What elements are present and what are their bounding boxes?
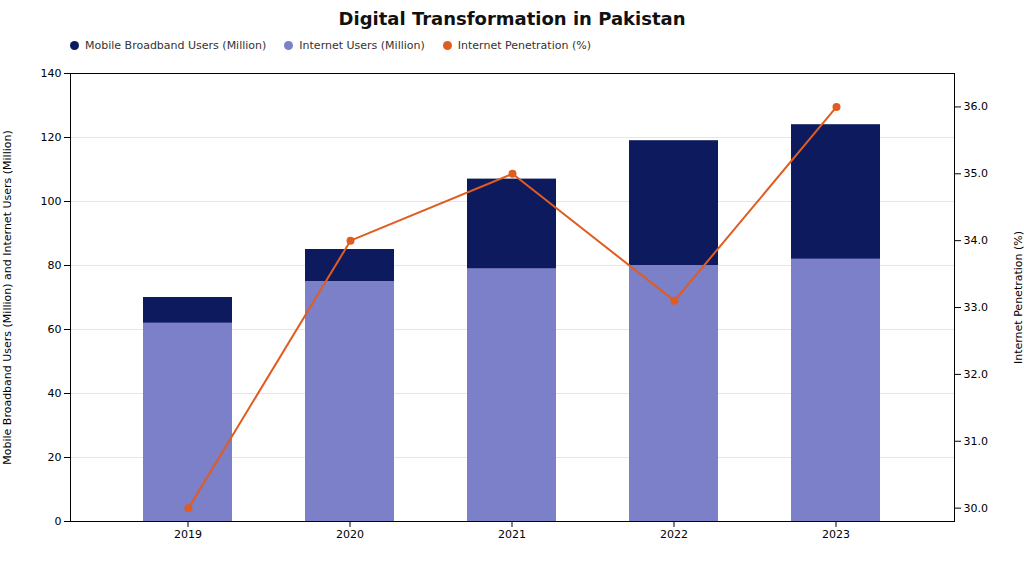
- svg-text:31.0: 31.0: [964, 435, 989, 448]
- svg-text:40: 40: [48, 387, 62, 400]
- svg-text:2021: 2021: [498, 528, 526, 541]
- svg-text:35.0: 35.0: [964, 167, 989, 180]
- svg-text:120: 120: [41, 131, 62, 144]
- html-text:Mobile Broadband Users (Millio: Mobile Broadband Users (Million): [85, 38, 267, 52]
- html-text:Digital Transformation in Paki: Digital Transformation in Pakistan: [338, 8, 686, 29]
- svg-text:Mobile Broadband Users (Millio: Mobile Broadband Users (Million) and Int…: [1, 130, 14, 465]
- svg-text:0: 0: [55, 515, 62, 528]
- svg-text:Internet Penetration (%): Internet Penetration (%): [1012, 231, 1024, 364]
- svg-text:2023: 2023: [822, 528, 850, 541]
- svg-text:2022: 2022: [660, 528, 688, 541]
- svg-text:20: 20: [48, 451, 62, 464]
- svg-text:33.0: 33.0: [964, 301, 989, 314]
- svg-text:30.0: 30.0: [964, 502, 989, 515]
- svg-text:2020: 2020: [336, 528, 364, 541]
- html-text:Internet Users (Million): Internet Users (Million): [299, 38, 425, 52]
- svg-text:140: 140: [41, 67, 62, 80]
- html-text:Internet Penetration (%): Internet Penetration (%): [457, 38, 591, 52]
- svg-text:100: 100: [41, 195, 62, 208]
- svg-text:34.0: 34.0: [964, 234, 989, 247]
- svg-text:80: 80: [48, 259, 62, 272]
- svg-text:60: 60: [48, 323, 62, 336]
- svg-text:32.0: 32.0: [964, 368, 989, 381]
- svg-text:36.0: 36.0: [964, 100, 989, 113]
- svg-text:2019: 2019: [174, 528, 202, 541]
